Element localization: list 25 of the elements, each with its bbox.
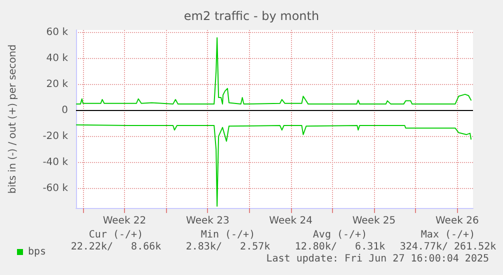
text: 22.22k/ 8.66k <box>70 242 162 252</box>
y-tick-label: 60 k <box>46 27 68 38</box>
x-tick-label: Week 22 <box>102 216 146 226</box>
x-tick-label: Week 24 <box>269 216 312 226</box>
y-tick-label: 40 k <box>46 53 68 64</box>
text: Last update: Fri Jun 27 16:00:04 2025 <box>266 254 490 264</box>
legend-label: bps <box>28 246 46 258</box>
text: Max (-/+) <box>420 230 476 240</box>
x-tick-label: Week 23 <box>186 216 230 226</box>
line-series <box>76 37 472 105</box>
text: Min (-/+) <box>200 230 256 240</box>
text: 12.80k/ 6.31k <box>294 242 386 252</box>
y-tick-label: -40 k <box>42 157 68 168</box>
text: Cur (-/+) <box>88 230 144 240</box>
x-tick-label: Week 26 <box>436 216 479 226</box>
text: Avg (-/+) <box>312 230 368 240</box>
y-tick-label: -60 k <box>42 183 68 194</box>
y-tick-label: -20 k <box>42 131 68 142</box>
y-tick-label: 20 k <box>46 79 68 90</box>
y-axis-title: bits in (-) / out (+) per second <box>8 44 18 194</box>
text: 324.77k/ 261.52k <box>400 242 496 252</box>
y-tick-label: 0 <box>62 105 68 116</box>
x-tick-label: Week 25 <box>352 216 396 226</box>
text: 2.83k/ 2.57k <box>186 242 270 252</box>
chart-title: em2 traffic - by month <box>184 9 320 23</box>
